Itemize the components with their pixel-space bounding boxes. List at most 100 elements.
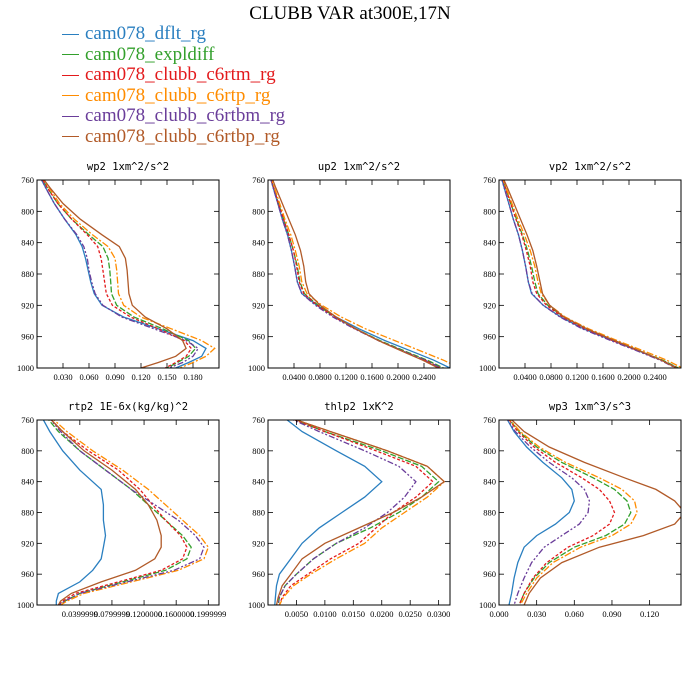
legend-label: cam078_clubb_c6rtbm_rg (85, 105, 286, 127)
legend-swatch (62, 54, 79, 56)
y-tick-label: 840 (483, 477, 496, 487)
series-line (502, 180, 681, 368)
x-tick-label: 0.1200 (565, 372, 588, 382)
y-tick-label: 920 (21, 538, 34, 548)
x-tick-label: 0.0399999 (62, 609, 98, 619)
x-tick-label: 0.0800 (539, 372, 562, 382)
y-tick-label: 880 (21, 508, 34, 518)
legend-swatch (62, 74, 79, 76)
y-tick-label: 880 (21, 269, 34, 279)
x-tick-label: 0.150 (157, 372, 176, 382)
legend-label: cam078_dflt_rg (85, 23, 207, 45)
series-line (275, 420, 446, 605)
y-tick-label: 1000 (479, 600, 496, 610)
series-line (40, 180, 207, 368)
series-line (503, 180, 677, 368)
legend-swatch (62, 95, 79, 97)
x-tick-label: 0.000 (489, 609, 508, 619)
x-tick-label: 0.120 (640, 609, 659, 619)
legend-label: cam078_clubb_c6rtm_rg (85, 64, 276, 86)
y-tick-label: 800 (483, 446, 496, 456)
y-tick-label: 840 (483, 238, 496, 248)
series-line (277, 420, 417, 605)
panel: up2 1xm^2/s^2 760 800 840 880 920 960 1000 0.040… (248, 161, 451, 382)
y-tick-label: 960 (483, 332, 496, 342)
x-tick-label: 0.2400 (412, 372, 435, 382)
panel-title: up2 1xm^2/s^2 (318, 161, 400, 173)
x-tick-label: 0.030 (527, 609, 546, 619)
panel-title: thlp2 1xK^2 (324, 401, 394, 413)
panel: thlp2 1xK^2 760 800 840 880 920 960 1000 0.0050 0… (248, 401, 451, 619)
legend-item: cam078_clubb_c6rtp_rg (62, 85, 285, 107)
series-line (43, 180, 187, 368)
x-tick-label: 0.1600 (360, 372, 383, 382)
series-line (53, 420, 210, 605)
x-tick-label: 0.120 (131, 372, 150, 382)
y-tick-label: 760 (252, 175, 265, 185)
x-tick-label: 0.2000 (617, 372, 640, 382)
y-tick-label: 760 (252, 415, 265, 425)
series-line (278, 420, 446, 605)
panel: wp3 1xm^3/s^3 760 800 840 880 920 960 10000.000… (479, 401, 682, 619)
x-tick-label: 0.0200 (370, 609, 393, 619)
panel-title: wp2 1xm^2/s^2 (87, 161, 169, 173)
series-line (501, 180, 677, 368)
x-tick-label: 0.090 (602, 609, 621, 619)
y-tick-label: 1000 (248, 363, 265, 373)
x-tick-label: 0.0050 (285, 609, 308, 619)
series-line (40, 180, 200, 368)
legend-item: cam078_clubb_c6rtm_rg (62, 65, 285, 86)
x-tick-label: 0.1600 (591, 372, 614, 382)
series-line (270, 180, 442, 368)
series-line (270, 180, 450, 368)
x-tick-label: 0.0800 (308, 372, 331, 382)
series-line (42, 420, 107, 605)
y-tick-label: 800 (21, 446, 34, 456)
x-tick-label: 0.060 (79, 372, 98, 382)
plot-frame (498, 419, 682, 606)
y-tick-label: 960 (21, 569, 34, 579)
y-tick-label: 1000 (17, 363, 34, 373)
series-line (502, 180, 679, 368)
y-tick-label: 840 (252, 238, 265, 248)
chart-title: CLUBB VAR at300E,17N (249, 3, 451, 24)
x-tick-label: 0.090 (105, 372, 124, 382)
series-line (43, 180, 216, 368)
y-tick-label: 800 (252, 446, 265, 456)
y-tick-label: 1000 (248, 600, 265, 610)
y-tick-label: 920 (252, 300, 265, 310)
series-line (278, 420, 434, 605)
y-tick-label: 880 (483, 269, 496, 279)
y-tick-label: 840 (21, 477, 34, 487)
x-tick-label: 0.0300 (427, 609, 450, 619)
panel: vp2 1xm^2/s^2 760 800 840 880 920 960 1000 0.040… (479, 161, 682, 382)
series-line (272, 180, 439, 368)
series-line (508, 420, 616, 605)
y-tick-label: 1000 (17, 600, 34, 610)
x-tick-label: 0.1200000 (126, 609, 162, 619)
x-tick-label: 0.0799999 (94, 609, 130, 619)
series-line (42, 180, 193, 368)
y-tick-label: 880 (252, 508, 265, 518)
series-line (507, 420, 591, 605)
x-tick-label: 0.0150 (342, 609, 365, 619)
x-tick-label: 0.180 (183, 372, 202, 382)
x-tick-label: 0.0100 (313, 609, 336, 619)
series-line (274, 420, 383, 605)
x-tick-label: 0.0250 (399, 609, 422, 619)
panel: rtp2 1E-6x(kg/kg)^2 760 800 840 880 920 960 100… (17, 401, 226, 619)
panel: wp2 1xm^2/s^2 760 800 840 880 920 960 1000 0.030… (17, 161, 220, 382)
legend-swatch (62, 115, 79, 117)
legend-item: cam078_clubb_c6rtbm_rg (62, 106, 285, 127)
y-tick-label: 800 (252, 206, 265, 216)
legend: cam078_dflt_rg cam078_expldiff cam078_cl… (62, 24, 285, 147)
legend-item: cam078_clubb_c6rtbp_rg (62, 126, 285, 148)
x-tick-label: 0.1600000 (158, 609, 194, 619)
legend-item: cam078_expldiff (62, 44, 285, 66)
series-line (50, 420, 162, 605)
y-tick-label: 840 (252, 477, 265, 487)
y-tick-label: 920 (21, 300, 34, 310)
y-tick-label: 800 (483, 206, 496, 216)
x-tick-label: 0.2000 (386, 372, 409, 382)
series-line (509, 420, 638, 605)
